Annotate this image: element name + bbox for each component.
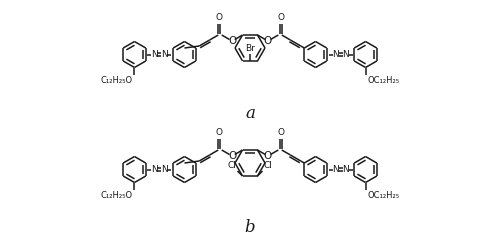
Text: N: N bbox=[151, 165, 158, 174]
Text: N: N bbox=[151, 50, 158, 59]
Text: C₁₂H₂₅O: C₁₂H₂₅O bbox=[100, 75, 132, 85]
Text: OC₁₂H₂₅: OC₁₂H₂₅ bbox=[368, 75, 400, 85]
Text: O: O bbox=[216, 128, 222, 137]
Text: N: N bbox=[332, 165, 339, 174]
Text: O: O bbox=[216, 13, 222, 22]
Text: b: b bbox=[244, 219, 256, 235]
Text: Cl: Cl bbox=[264, 161, 272, 170]
Text: N: N bbox=[342, 50, 349, 59]
Text: Br: Br bbox=[245, 44, 255, 53]
Text: O: O bbox=[278, 128, 284, 137]
Text: N: N bbox=[161, 165, 168, 174]
Text: O: O bbox=[228, 36, 236, 46]
Text: N: N bbox=[332, 50, 339, 59]
Text: OC₁₂H₂₅: OC₁₂H₂₅ bbox=[368, 191, 400, 200]
Text: O: O bbox=[264, 36, 272, 46]
Text: N: N bbox=[161, 50, 168, 59]
Text: C₁₂H₂₅O: C₁₂H₂₅O bbox=[100, 191, 132, 200]
Text: O: O bbox=[278, 13, 284, 22]
Text: a: a bbox=[245, 105, 255, 121]
Text: Cl: Cl bbox=[228, 161, 236, 170]
Text: N: N bbox=[342, 165, 349, 174]
Text: O: O bbox=[228, 151, 236, 161]
Text: O: O bbox=[264, 151, 272, 161]
